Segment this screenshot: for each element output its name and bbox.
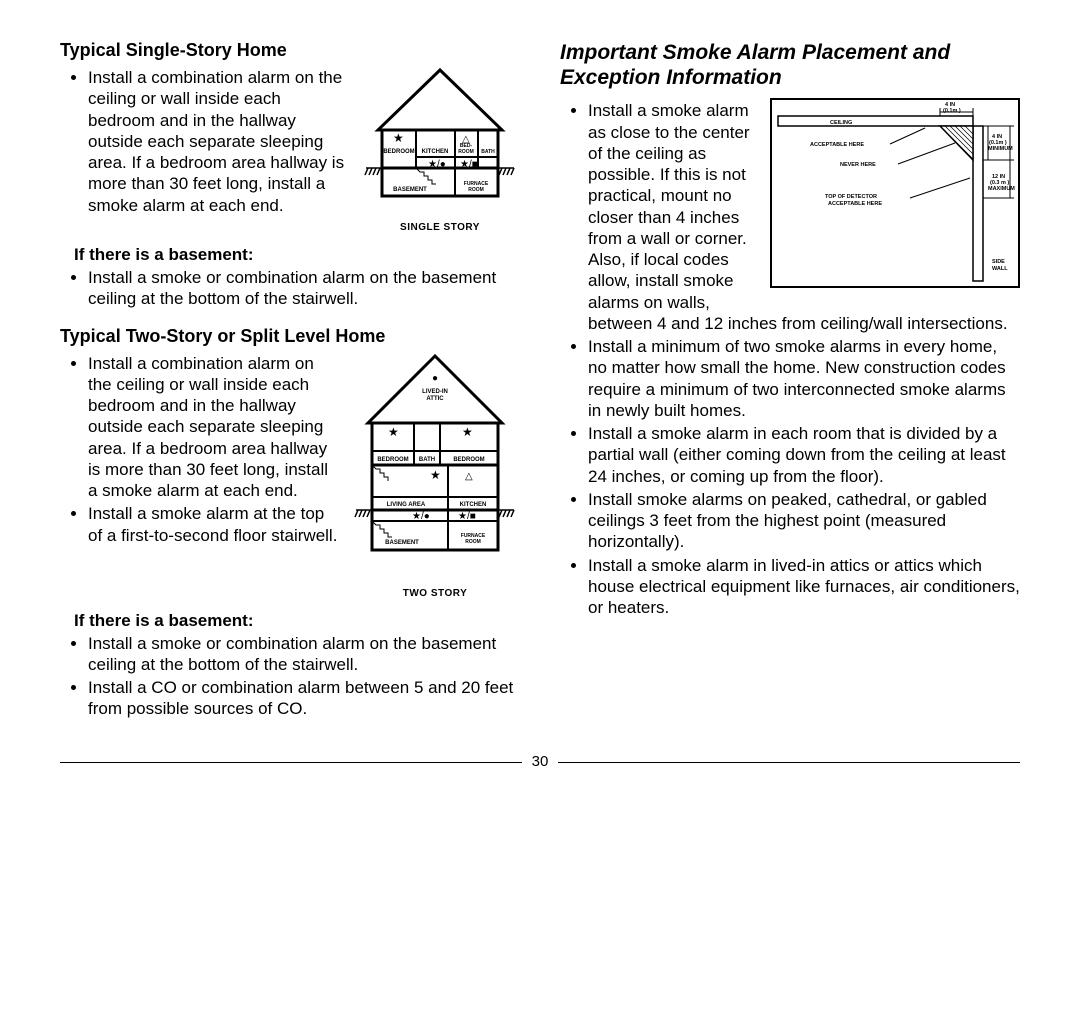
svg-text:MAXIMUM: MAXIMUM [988, 186, 1015, 192]
svg-text:ATTIC: ATTIC [426, 396, 444, 402]
right-column: Important Smoke Alarm Placement and Exce… [560, 40, 1020, 732]
svg-text:ROOM: ROOM [468, 187, 484, 193]
svg-text:TOP OF DETECTOR: TOP OF DETECTOR [825, 194, 877, 200]
svg-text:ACCEPTABLE HERE: ACCEPTABLE HERE [810, 142, 864, 148]
svg-text:BEDROOM: BEDROOM [383, 149, 414, 155]
right-title: Important Smoke Alarm Placement and Exce… [560, 40, 1020, 90]
left-column: Typical Single-Story Home ★ △ ★/● ★/■ [60, 40, 520, 732]
list-item: Install a smoke or combination alarm on … [88, 633, 520, 676]
list-item: Install a minimum of two smoke alarms in… [588, 336, 1020, 421]
svg-text:NEVER HERE: NEVER HERE [840, 162, 876, 168]
svg-text:MINIMUM: MINIMUM [988, 146, 1013, 152]
svg-text:KITCHEN: KITCHEN [460, 502, 487, 508]
fig2-caption: TWO STORY [350, 588, 520, 599]
svg-text:ROOM: ROOM [458, 149, 474, 155]
list-item: Install a smoke alarm in lived-in attics… [588, 555, 1020, 619]
svg-text:★/●: ★/● [412, 511, 430, 522]
page-footer: 30 [60, 762, 1020, 781]
two-story-block: LIVED-IN ATTIC ● ★ ★ BEDROOM BATH BEDROO… [60, 351, 520, 605]
svg-text:CEILING: CEILING [830, 120, 852, 126]
svg-text:BATH: BATH [481, 149, 495, 155]
svg-text:★: ★ [388, 425, 399, 439]
heading-two-story: Typical Two-Story or Split Level Home [60, 326, 520, 347]
svg-text:LIVING AREA: LIVING AREA [387, 502, 426, 508]
svg-text:WALL: WALL [992, 266, 1008, 272]
two-story-figure: LIVED-IN ATTIC ● ★ ★ BEDROOM BATH BEDROO… [350, 351, 520, 599]
svg-text:△: △ [465, 471, 473, 482]
single-story-block: ★ △ ★/● ★/■ BEDROOM KITCHEN BED- ROOM BA… [60, 65, 520, 239]
list-item: Install a smoke alarm in each room that … [588, 423, 1020, 487]
placement-block: CEILING SIDE WALL 4 IN (0.1m ) [560, 98, 1020, 630]
fig1-caption: SINGLE STORY [360, 222, 520, 233]
svg-text:LIVED-IN: LIVED-IN [422, 389, 448, 395]
svg-text:KITCHEN: KITCHEN [422, 149, 449, 155]
svg-text:SIDE: SIDE [992, 259, 1005, 265]
page-number: 30 [522, 753, 559, 770]
svg-text:ROOM: ROOM [465, 539, 481, 545]
svg-text:★: ★ [462, 425, 473, 439]
ceiling-diagram: CEILING SIDE WALL 4 IN (0.1m ) [770, 98, 1020, 293]
list-item: Install a CO or combination alarm betwee… [88, 677, 520, 720]
svg-text:★: ★ [393, 131, 404, 145]
svg-text:BEDROOM: BEDROOM [453, 457, 484, 463]
svg-text:BATH: BATH [419, 457, 435, 463]
svg-text:★/■: ★/■ [458, 511, 476, 522]
svg-text:BASEMENT: BASEMENT [385, 540, 419, 546]
svg-text:ACCEPTABLE HERE: ACCEPTABLE HERE [828, 201, 882, 207]
basement-sub-2: If there is a basement: [74, 611, 520, 631]
heading-single-story: Typical Single-Story Home [60, 40, 520, 61]
svg-text:★: ★ [430, 468, 441, 482]
list-item: Install a smoke or combination alarm on … [88, 267, 520, 310]
svg-text:(0.1m ): (0.1m ) [943, 108, 961, 114]
basement-list-2: Install a smoke or combination alarm on … [60, 633, 520, 720]
svg-text:BEDROOM: BEDROOM [377, 457, 408, 463]
list-item: Install smoke alarms on peaked, cathedra… [588, 489, 1020, 553]
basement-list-1: Install a smoke or combination alarm on … [60, 267, 520, 310]
svg-text:BASEMENT: BASEMENT [393, 187, 427, 193]
basement-sub-1: If there is a basement: [74, 245, 520, 265]
single-story-figure: ★ △ ★/● ★/■ BEDROOM KITCHEN BED- ROOM BA… [360, 65, 520, 233]
svg-text:●: ● [432, 373, 438, 384]
